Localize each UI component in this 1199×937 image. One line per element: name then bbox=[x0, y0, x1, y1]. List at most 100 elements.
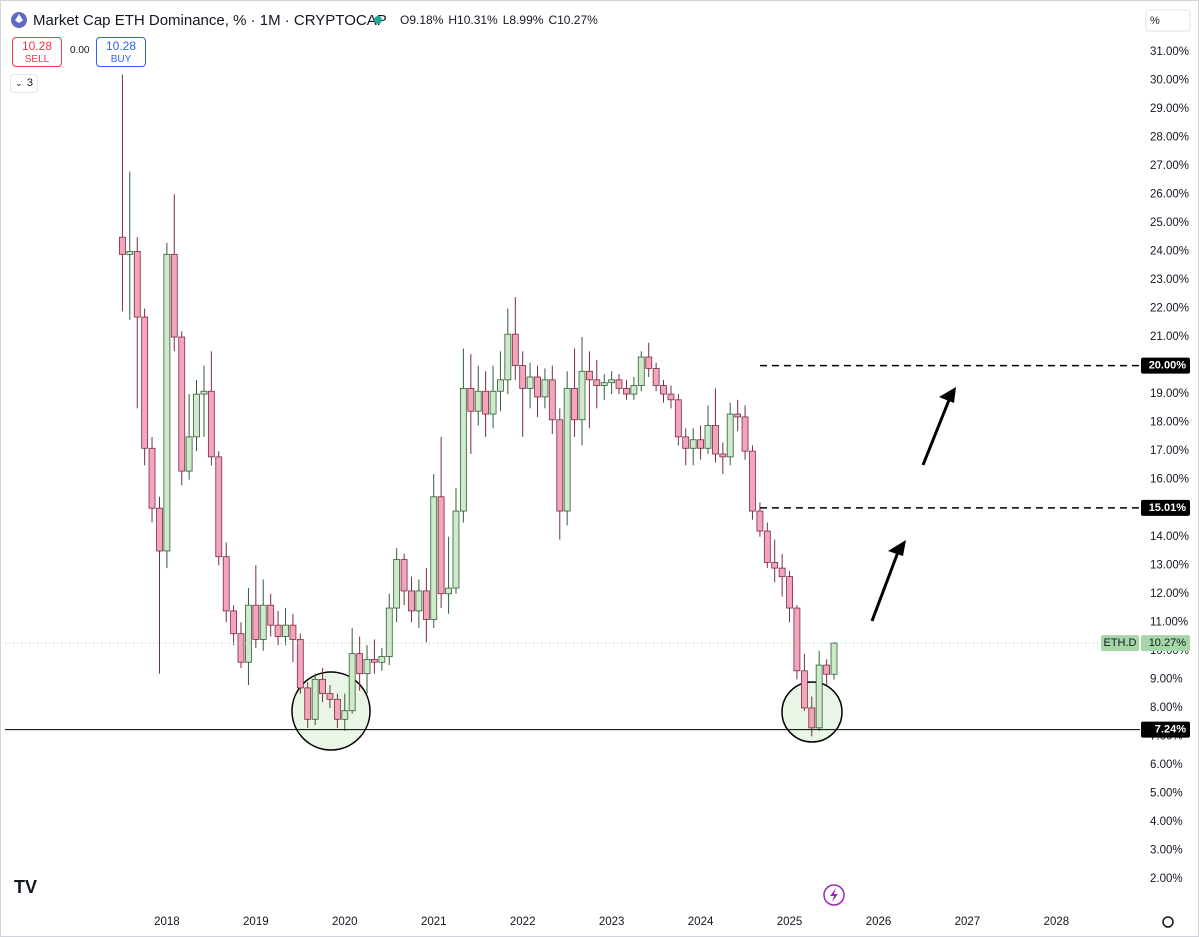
candle-body bbox=[623, 387, 630, 395]
x-tick-label: 2020 bbox=[332, 916, 358, 928]
candle-body bbox=[756, 510, 764, 532]
x-tick-label: 2019 bbox=[243, 916, 269, 928]
candle-body bbox=[697, 439, 704, 449]
sell-button[interactable]: 10.28 SELL bbox=[12, 37, 62, 67]
indicator-toggle[interactable]: ⌄ 3 bbox=[10, 74, 38, 93]
x-tick-label: 2028 bbox=[1044, 916, 1070, 928]
candle-body bbox=[652, 368, 660, 386]
level-label-box bbox=[1141, 499, 1190, 516]
ohlc-value: H10.31% bbox=[448, 13, 498, 27]
x-tick-label: 2021 bbox=[421, 916, 447, 928]
logo-mark bbox=[15, 14, 23, 23]
y-tick-label: 8.00% bbox=[1150, 702, 1183, 714]
y-tick-label: 25.00% bbox=[1150, 217, 1189, 229]
candle-body bbox=[348, 653, 356, 712]
candle-body bbox=[156, 507, 163, 552]
settings-icon[interactable] bbox=[1162, 916, 1174, 928]
y-tick-label: 17.00% bbox=[1150, 445, 1189, 457]
candle-body bbox=[586, 370, 593, 381]
y-tick-label: 28.00% bbox=[1150, 131, 1189, 143]
sell-price: 10.28 bbox=[21, 39, 53, 53]
candle-body bbox=[230, 610, 238, 635]
y-tick-label: 14.00% bbox=[1150, 531, 1189, 543]
arrow bbox=[921, 387, 956, 466]
chart-title: Market Cap ETH Dominance, % · 1M · CRYPT… bbox=[33, 12, 387, 29]
candle-body bbox=[178, 336, 186, 472]
buy-price: 10.28 bbox=[105, 39, 137, 53]
candle-body bbox=[252, 604, 260, 640]
spread: 0.00 bbox=[70, 45, 90, 56]
x-tick-label: 2027 bbox=[955, 916, 981, 928]
y-tick-label: 30.00% bbox=[1150, 74, 1189, 86]
candle-body bbox=[445, 587, 452, 595]
y-tick-label: 5.00% bbox=[1150, 787, 1183, 799]
candle-body bbox=[630, 385, 638, 395]
candle-body bbox=[334, 698, 341, 720]
y-tick-label: 23.00% bbox=[1150, 274, 1189, 286]
candle-body bbox=[400, 559, 408, 592]
candle-body bbox=[615, 379, 623, 389]
candle-body bbox=[571, 387, 578, 421]
y-tick-label: 16.00% bbox=[1150, 474, 1189, 486]
ohlc-legend: O9.18% H10.31% L8.99% C10.27% bbox=[400, 13, 598, 27]
candle-body bbox=[808, 707, 816, 729]
candle-body bbox=[474, 390, 482, 412]
x-tick-label: 2023 bbox=[599, 916, 625, 928]
y-tick-label: 4.00% bbox=[1150, 816, 1183, 828]
plot-area bbox=[119, 74, 838, 737]
scale-unit-box[interactable] bbox=[1145, 9, 1191, 32]
y-tick-label: 12.00% bbox=[1150, 588, 1189, 600]
candle-body bbox=[815, 664, 823, 729]
candle-body bbox=[682, 436, 690, 449]
candle-body bbox=[119, 236, 126, 255]
ohlc-value: C10.27% bbox=[548, 13, 598, 27]
x-tick-label: 2024 bbox=[688, 916, 714, 928]
candle-body bbox=[363, 658, 371, 675]
status-dot bbox=[374, 16, 382, 24]
brand-logo: TV bbox=[14, 877, 37, 897]
candle-body bbox=[712, 425, 719, 455]
candle-body bbox=[704, 425, 712, 449]
candle-body bbox=[556, 419, 564, 512]
x-tick-label: 2018 bbox=[154, 916, 180, 928]
buy-button[interactable]: 10.28 BUY bbox=[96, 37, 146, 67]
candle-body bbox=[185, 436, 193, 472]
y-tick-label: 19.00% bbox=[1150, 388, 1189, 400]
arrow bbox=[870, 540, 906, 622]
candle-body bbox=[385, 607, 393, 657]
y-tick-label: 22.00% bbox=[1150, 303, 1189, 315]
candle-body bbox=[511, 333, 519, 366]
x-tick-label: 2025 bbox=[777, 916, 803, 928]
alert-bolt bbox=[830, 888, 838, 902]
candle-body bbox=[422, 590, 430, 620]
indicator-count: 3 bbox=[26, 77, 33, 89]
candle-body bbox=[415, 590, 423, 612]
candle-body bbox=[534, 376, 541, 398]
candle-body bbox=[467, 387, 475, 412]
candle-body bbox=[437, 496, 445, 595]
x-tick-label: 2026 bbox=[866, 916, 892, 928]
candle-body bbox=[222, 556, 230, 612]
candle-body bbox=[504, 333, 512, 381]
candle-body bbox=[497, 379, 504, 392]
candle-body bbox=[319, 678, 326, 695]
candle-body bbox=[541, 379, 549, 398]
candle-body bbox=[800, 670, 808, 709]
candle-body bbox=[356, 653, 364, 675]
candle-body bbox=[749, 450, 756, 512]
y-tick-label: 24.00% bbox=[1150, 245, 1189, 257]
candle-body bbox=[326, 693, 334, 700]
candle-body bbox=[393, 559, 401, 609]
candle-body bbox=[141, 316, 149, 449]
last-name-box bbox=[1101, 635, 1139, 652]
candle-body bbox=[578, 370, 586, 421]
candle-body bbox=[600, 382, 608, 386]
candle-body bbox=[667, 393, 675, 401]
last-price-box bbox=[1141, 635, 1190, 652]
candle-body bbox=[311, 678, 319, 720]
candle-body bbox=[482, 390, 489, 415]
scale-unit[interactable]: % bbox=[1150, 15, 1160, 27]
y-tick-label: 6.00% bbox=[1150, 759, 1183, 771]
